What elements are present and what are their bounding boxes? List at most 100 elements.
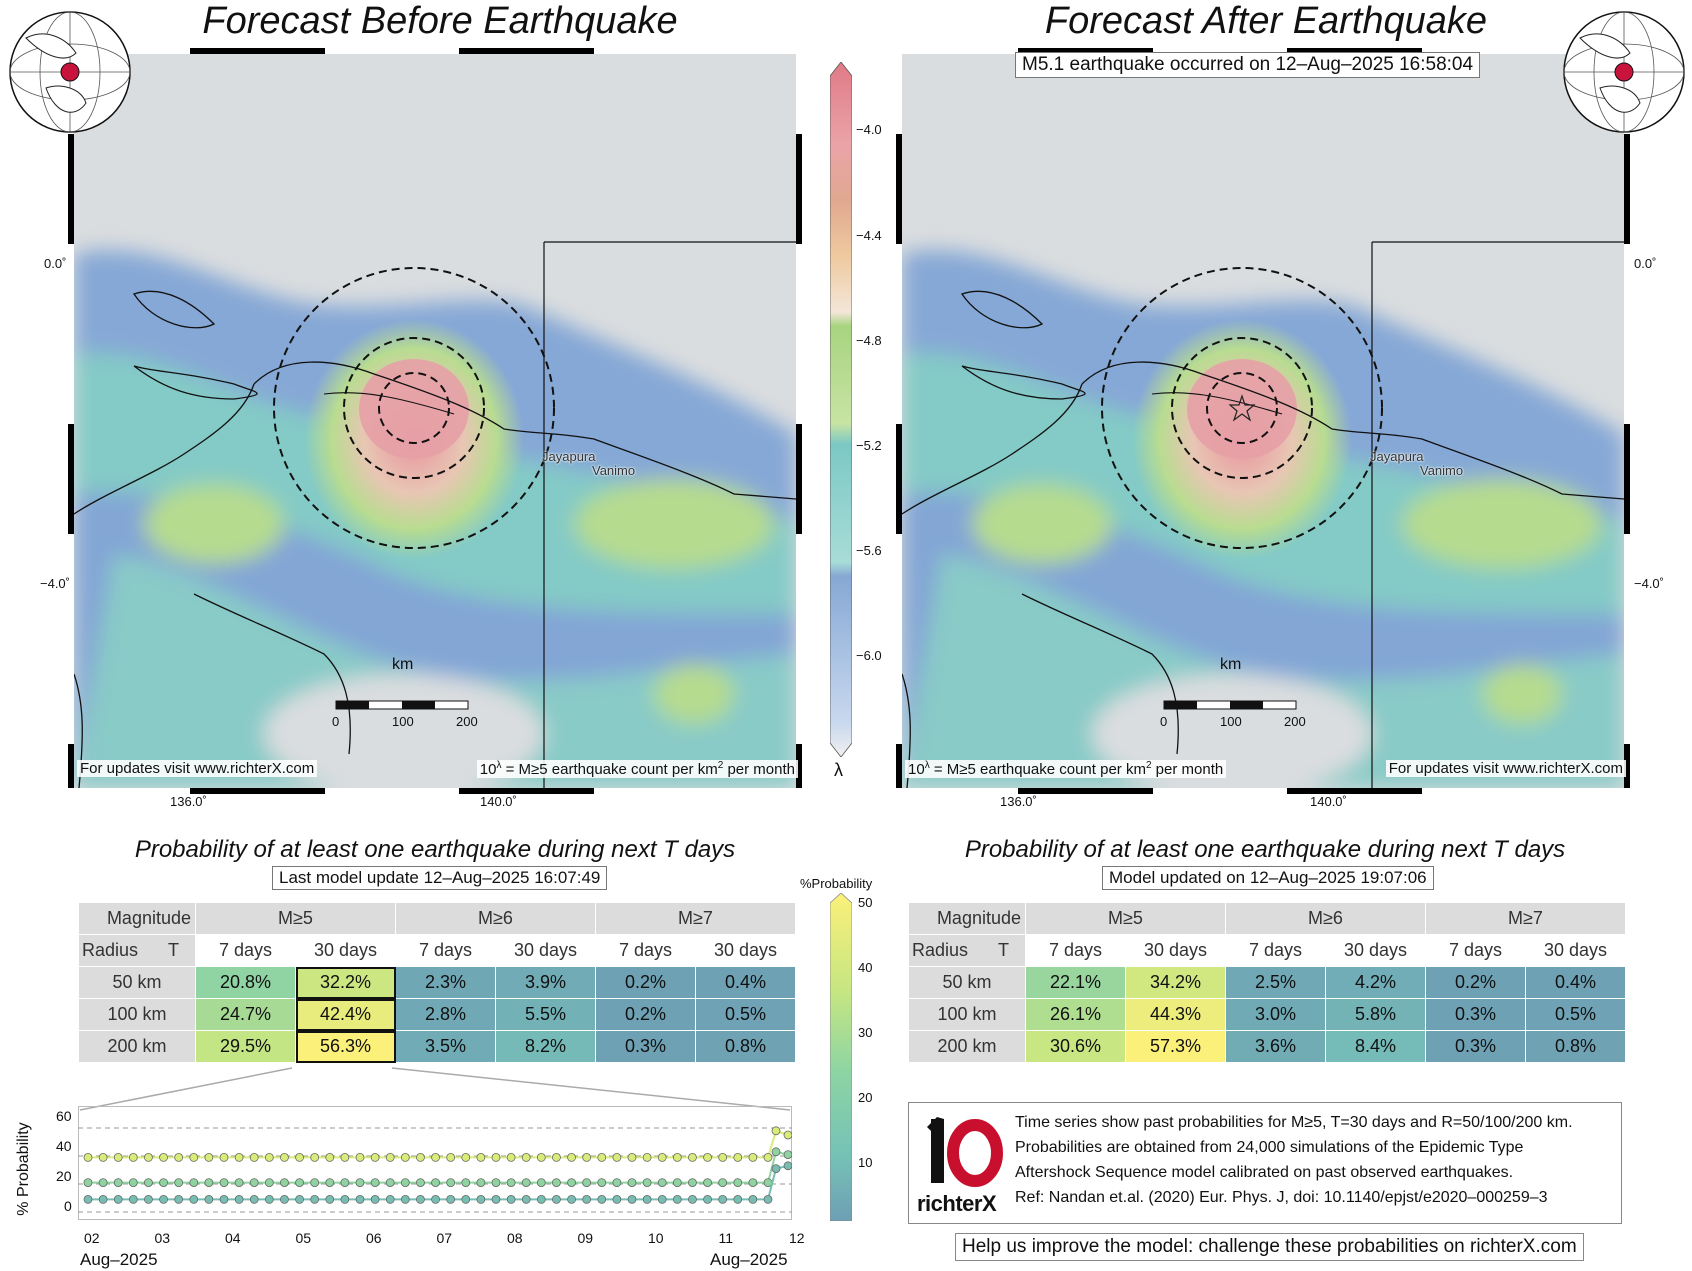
ts-point: [144, 1153, 153, 1162]
left-map-canvas: [74, 54, 796, 788]
city-jayapura: Jayapura: [1370, 449, 1424, 464]
ts-point: [582, 1178, 592, 1187]
ts-point: [642, 1153, 652, 1162]
ts-point: [159, 1195, 168, 1204]
ts-point: [748, 1153, 758, 1162]
ts-xtick: 06: [366, 1230, 382, 1246]
prob-cell: 29.5%: [195, 1030, 296, 1063]
ts-point: [159, 1178, 168, 1187]
ts-point: [83, 1195, 93, 1204]
prob-cell: 2.5%: [1225, 966, 1326, 999]
corner-magnitude: Magnitude: [908, 902, 1026, 935]
ts-frame: [78, 1106, 792, 1220]
prob-cell: 0.5%: [695, 998, 796, 1031]
ts-point: [627, 1195, 637, 1204]
prob-cell: 3.5%: [395, 1030, 496, 1063]
ts-point: [144, 1195, 153, 1204]
ts-point: [771, 1126, 781, 1136]
ts-point: [128, 1153, 138, 1162]
epicenter-star-icon: [1228, 394, 1256, 422]
right-map-canvas: [902, 54, 1624, 788]
ts-xtick: 08: [507, 1230, 523, 1246]
ts-point: [718, 1153, 728, 1162]
prob-cell: 0.3%: [595, 1030, 696, 1063]
ts-point: [446, 1178, 456, 1187]
right-lat-0: 0.0˚: [1634, 256, 1657, 271]
ts-point: [204, 1195, 214, 1204]
ts-point: [128, 1195, 138, 1204]
ts-point: [688, 1153, 697, 1162]
ts-point: [174, 1195, 184, 1204]
right-lat-4: −4.0˚: [1634, 576, 1664, 591]
ts-point: [325, 1178, 335, 1187]
ts-point: [295, 1195, 304, 1204]
info-box: richterX Time series show past probabili…: [908, 1102, 1622, 1224]
ts-point: [234, 1153, 244, 1162]
ts-point: [627, 1153, 637, 1162]
period-header: 7 days: [1225, 934, 1326, 967]
ts-point: [783, 1130, 792, 1140]
ts-point: [597, 1195, 607, 1204]
table-row: 200 km 30.6% 57.3% 3.6% 8.4% 0.3% 0.8%: [908, 1030, 1626, 1063]
mag-header-7: M≥7: [1425, 902, 1626, 935]
prob-cell: 3.0%: [1225, 998, 1326, 1031]
left-footer-url[interactable]: For updates visit www.richterX.com: [77, 760, 318, 777]
ts-point: [506, 1195, 516, 1204]
corner-t-label: T: [998, 940, 1009, 960]
ts-point: [688, 1178, 697, 1187]
prob-tick: 20: [858, 1090, 873, 1105]
prob-cell: 0.8%: [1525, 1030, 1626, 1063]
left-map[interactable]: Jayapura Vanimo km 0 100 200 For updates…: [68, 48, 802, 794]
radius-cell: 50 km: [908, 966, 1026, 999]
ts-point: [295, 1178, 304, 1187]
ts-point: [249, 1178, 259, 1187]
left-globe-icon: [9, 11, 131, 133]
mag-header-5: M≥5: [1025, 902, 1226, 935]
ts-point: [234, 1178, 244, 1187]
corner-radius: Radius T: [908, 934, 1026, 967]
ts-point: [416, 1195, 425, 1204]
ts-point: [189, 1178, 199, 1187]
info-line-1: Time series show past probabilities for …: [1015, 1114, 1573, 1131]
ts-point: [174, 1178, 184, 1187]
period-header: 30 days: [495, 934, 596, 967]
ts-point: [552, 1195, 561, 1204]
ts-point: [340, 1195, 350, 1204]
left-table-subtitle: Last model update 12–Aug–2025 16:07:49: [272, 866, 608, 890]
prob-colorbar-title: %Probability: [800, 876, 873, 891]
prob-cell: 4.2%: [1325, 966, 1426, 999]
ts-point: [98, 1153, 108, 1162]
ts-point: [461, 1195, 471, 1204]
ts-point: [703, 1178, 712, 1187]
ts-point: [204, 1178, 214, 1187]
right-footer-url[interactable]: For updates visit www.richterX.com: [1385, 760, 1626, 777]
ts-point: [491, 1178, 501, 1187]
ts-point: [310, 1178, 320, 1187]
right-map[interactable]: Jayapura Vanimo km 0 100 200 10λ = M≥5 e…: [896, 48, 1630, 794]
help-link[interactable]: Help us improve the model: challenge the…: [955, 1233, 1584, 1261]
event-label: M5.1 earthquake occurred on 12–Aug–2025 …: [1015, 52, 1481, 78]
ts-point: [370, 1153, 380, 1162]
prob-cell: 3.6%: [1225, 1030, 1326, 1063]
scale-tick-0: 0: [1160, 714, 1168, 729]
ts-point: [491, 1153, 501, 1162]
ts-ylabel: % Probability: [15, 1122, 32, 1216]
scale-unit: km: [392, 656, 414, 673]
legend-sup: λ: [924, 760, 930, 771]
ts-point: [597, 1153, 607, 1162]
period-header: 30 days: [1325, 934, 1426, 967]
radius-cell: 100 km: [908, 998, 1026, 1031]
ts-point: [431, 1195, 440, 1204]
ts-xtick: 11: [718, 1230, 734, 1246]
lambda-colorbar: [830, 62, 852, 757]
ts-point: [672, 1195, 682, 1204]
corner-radius: Radius T: [78, 934, 196, 967]
ts-point: [219, 1178, 229, 1187]
ts-point: [159, 1153, 168, 1162]
prob-tick: 40: [858, 960, 873, 975]
prob-cell: 20.8%: [195, 966, 296, 999]
right-lon-136: 136.0˚: [1000, 794, 1037, 809]
prob-cell: 0.8%: [695, 1030, 796, 1063]
ts-point: [536, 1178, 546, 1187]
ts-point: [582, 1195, 592, 1204]
